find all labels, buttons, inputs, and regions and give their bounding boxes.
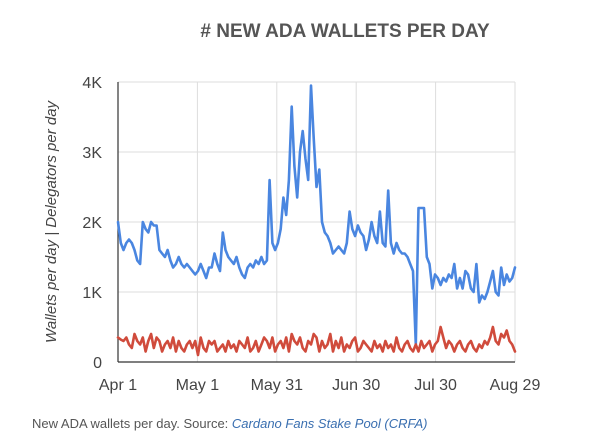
x-tick-label: Apr 1 xyxy=(99,377,137,394)
y-tick-labels: 0 1K 2K 3K 4K xyxy=(82,75,102,372)
caption-text: New ADA wallets per day. Source: xyxy=(32,416,232,431)
x-tick-label: May 31 xyxy=(251,377,304,394)
x-tick-label: May 1 xyxy=(176,377,220,394)
x-tick-label: Jun 30 xyxy=(332,377,380,394)
gridlines xyxy=(118,81,516,362)
x-tick-label: Jul 30 xyxy=(414,377,457,394)
chart-title: # NEW ADA WALLETS PER DAY xyxy=(200,21,490,42)
y-axis-label: Wallets per day | Delegators per day xyxy=(43,99,60,343)
chart-caption: New ADA wallets per day. Source: Cardano… xyxy=(32,416,427,431)
y-tick-label: 4K xyxy=(82,75,102,92)
source-link[interactable]: Cardano Fans Stake Pool (CRFA) xyxy=(231,416,428,431)
y-tick-label: 3K xyxy=(82,145,102,162)
series-line-1 xyxy=(116,84,517,346)
y-tick-label: 2K xyxy=(82,215,102,232)
x-tick-labels: Apr 1 May 1 May 31 Jun 30 Jul 30 Aug 29 xyxy=(99,377,541,394)
y-tick-label: 0 xyxy=(93,355,102,372)
series-line-2 xyxy=(116,325,517,357)
series-lines xyxy=(116,84,517,357)
y-tick-label: 1K xyxy=(82,285,102,302)
x-tick-label: Aug 29 xyxy=(490,377,541,394)
